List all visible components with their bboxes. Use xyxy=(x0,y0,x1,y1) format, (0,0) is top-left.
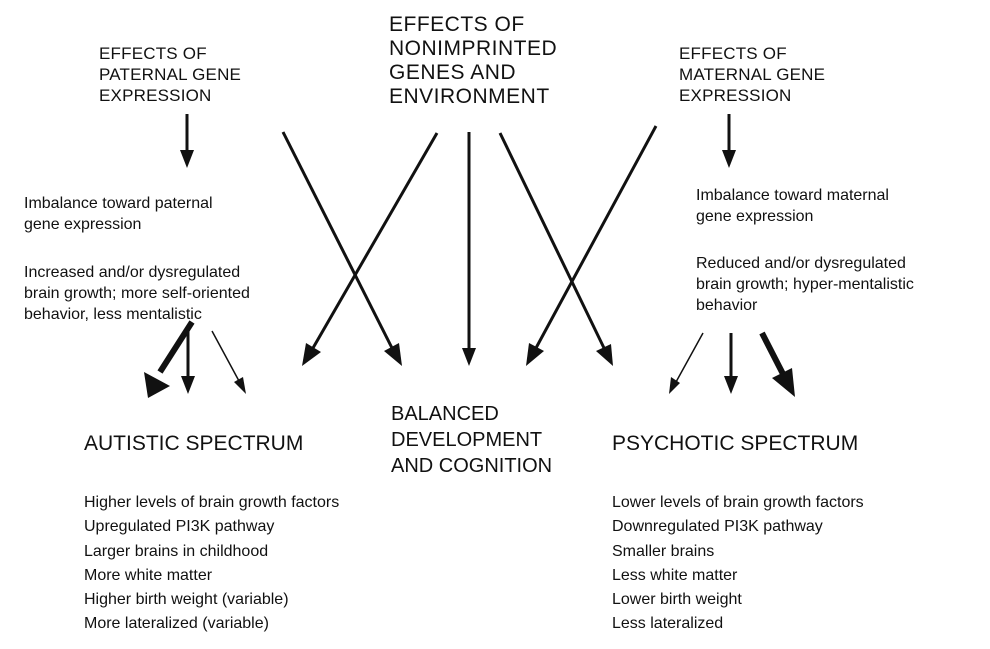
autistic-trait-item: Higher levels of brain growth factors xyxy=(84,494,340,511)
maternal-imbalance-text: Imbalance toward maternal gene expressio… xyxy=(696,187,889,225)
paternal-weak-arrow xyxy=(211,330,246,394)
balanced-development-label: BALANCED DEVELOPMENT AND COGNITION xyxy=(391,403,553,477)
maternal-effects-header: EFFECTS OF MATERNAL GENE EXPRESSION xyxy=(679,44,826,105)
autistic-trait-item: More white matter xyxy=(84,566,213,584)
paternal-medium-arrow xyxy=(181,331,195,394)
maternal-medium-arrow xyxy=(724,333,738,394)
autistic-trait-item: Larger brains in childhood xyxy=(84,542,269,560)
nonimprinted-effects-header: EFFECTS OF NONIMPRINTED GENES AND ENVIRO… xyxy=(389,13,558,108)
psychotic-trait-item: Less lateralized xyxy=(612,615,724,633)
nonimprinted-to-psychotic-arrow xyxy=(498,132,613,366)
maternal-to-balanced-arrow xyxy=(526,125,658,366)
maternal-effects-text: Reduced and/or dysregulated brain growth… xyxy=(696,255,914,314)
paternal-to-balanced-arrow xyxy=(281,131,402,366)
psychotic-trait-item: Smaller brains xyxy=(612,542,715,560)
psychotic-trait-item: Lower birth weight xyxy=(612,591,742,609)
paternal-effects-text: Increased and/or dysregulated brain grow… xyxy=(24,264,250,323)
autistic-trait-item: More lateralized (variable) xyxy=(84,615,269,633)
paternal-strong-arrow xyxy=(144,320,195,398)
autistic-traits-list: Higher levels of brain growth factors Up… xyxy=(84,491,339,637)
psychotic-spectrum-label: PSYCHOTIC SPECTRUM xyxy=(612,432,859,455)
paternal-down-arrow xyxy=(180,114,194,168)
paternal-imbalance-text: Imbalance toward paternal gene expressio… xyxy=(24,195,213,233)
psychotic-trait-item: Downregulated PI3K pathway xyxy=(612,518,823,536)
psychotic-trait-item: Lower levels of brain growth factors xyxy=(612,494,864,511)
maternal-strong-arrow xyxy=(759,331,795,397)
autistic-trait-item: Upregulated PI3K pathway xyxy=(84,518,275,536)
nonimprinted-to-autistic-arrow xyxy=(302,132,439,366)
paternal-effects-header: EFFECTS OF PATERNAL GENE EXPRESSION xyxy=(99,44,242,105)
maternal-down-arrow xyxy=(722,114,736,168)
nonimprinted-to-balanced-arrow xyxy=(462,132,476,366)
maternal-weak-arrow xyxy=(669,332,704,394)
psychotic-trait-item: Less white matter xyxy=(612,566,738,584)
autistic-spectrum-label: AUTISTIC SPECTRUM xyxy=(84,432,304,455)
psychotic-traits-list: Lower levels of brain growth factors Dow… xyxy=(612,491,864,637)
autistic-trait-item: Higher birth weight (variable) xyxy=(84,591,289,609)
